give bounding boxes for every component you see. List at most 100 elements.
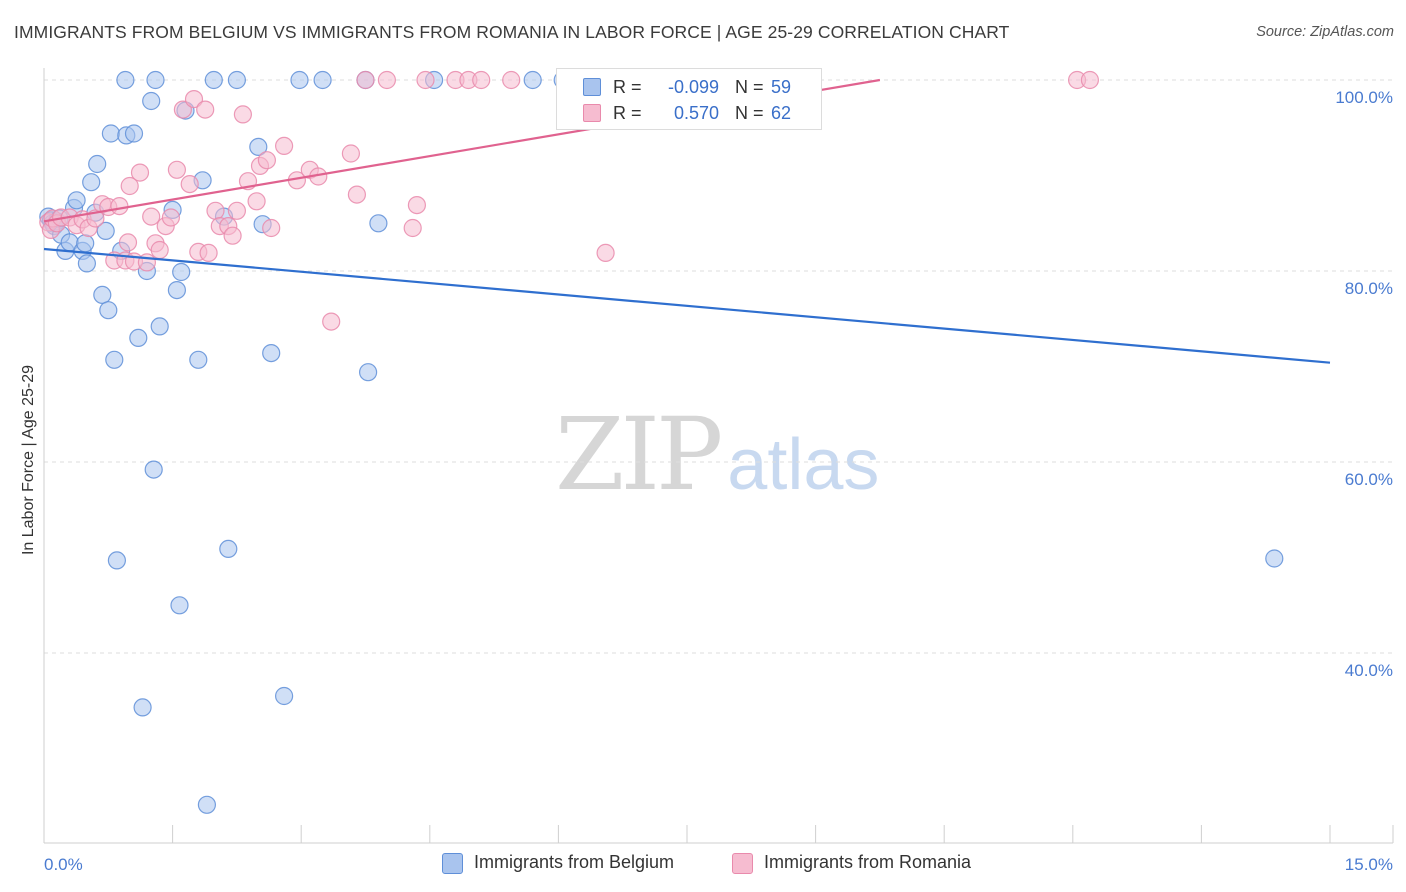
zipatlas-watermark: ZIP atlas bbox=[555, 405, 879, 505]
romania-point bbox=[161, 208, 180, 227]
belgium-point bbox=[124, 124, 144, 143]
romania-point bbox=[167, 160, 186, 179]
n-label: N = bbox=[735, 102, 764, 123]
n-label: N = bbox=[735, 76, 764, 97]
x-tick-label-min: 0.0% bbox=[44, 855, 83, 874]
belgium-point bbox=[523, 70, 542, 90]
romania-point bbox=[502, 70, 521, 90]
belgium-point bbox=[133, 698, 152, 717]
belgium-point bbox=[219, 539, 238, 559]
legend-label-belgium: Immigrants from Belgium bbox=[474, 852, 675, 872]
romania-point bbox=[150, 240, 169, 260]
romania-point bbox=[341, 144, 360, 163]
romania-point bbox=[184, 89, 204, 109]
belgium-point bbox=[76, 234, 95, 253]
belgium-point bbox=[189, 350, 208, 369]
chart-title: IMMIGRANTS FROM BELGIUM VS IMMIGRANTS FR… bbox=[14, 22, 1010, 42]
belgium-point bbox=[144, 460, 163, 479]
n-value: 59 bbox=[771, 76, 792, 97]
romania-swatch bbox=[732, 853, 753, 874]
y-tick-label: 60.0% bbox=[1345, 470, 1393, 489]
romania-point bbox=[403, 218, 422, 238]
romania-point bbox=[416, 70, 435, 90]
belgium-point bbox=[77, 254, 97, 273]
romania-point bbox=[118, 233, 138, 252]
romania-point bbox=[356, 70, 375, 90]
romania-point bbox=[142, 207, 161, 226]
belgium-point bbox=[290, 70, 309, 90]
source-prefix: Source: bbox=[1256, 24, 1311, 40]
romania-point bbox=[247, 192, 266, 211]
watermark-atlas: atlas bbox=[727, 425, 880, 505]
legend-label-romania: Immigrants from Romania bbox=[764, 852, 972, 872]
romania-point bbox=[120, 176, 139, 196]
romania-point bbox=[173, 100, 192, 119]
belgium-point bbox=[93, 285, 112, 304]
belgium-point bbox=[170, 596, 189, 615]
romania-point bbox=[257, 151, 276, 170]
source-credit: Source: ZipAtlas.com bbox=[1256, 24, 1394, 40]
romania-point bbox=[233, 105, 252, 124]
romania-point bbox=[130, 163, 150, 182]
romania-point bbox=[110, 197, 129, 216]
romania-point bbox=[407, 196, 426, 215]
belgium-point bbox=[1265, 549, 1284, 568]
romania-point bbox=[262, 218, 281, 238]
belgium-point bbox=[146, 70, 165, 90]
source-link[interactable]: ZipAtlas.com bbox=[1310, 24, 1394, 40]
r-label: R = bbox=[613, 76, 642, 97]
romania-swatch bbox=[583, 104, 601, 122]
stats-legend: R = -0.099 N = 59 R = 0.570 N = 62 bbox=[556, 68, 822, 130]
belgium-point bbox=[129, 328, 148, 347]
belgium-point bbox=[116, 70, 135, 90]
romania-point bbox=[596, 243, 615, 262]
belgium-point bbox=[369, 214, 388, 233]
belgium-point bbox=[105, 350, 124, 369]
belgium-point bbox=[101, 124, 121, 143]
romania-point bbox=[472, 70, 491, 90]
r-value: -0.099 bbox=[667, 76, 719, 97]
belgium-point bbox=[313, 70, 332, 90]
belgium-point bbox=[262, 344, 281, 363]
romania-point bbox=[199, 243, 218, 262]
y-axis-label: In Labor Force | Age 25-29 bbox=[20, 364, 37, 556]
belgium-point bbox=[197, 795, 216, 814]
belgium-point bbox=[67, 191, 86, 210]
r-label: R = bbox=[613, 102, 642, 123]
watermark-zip: ZIP bbox=[555, 396, 723, 513]
y-tick-label: 80.0% bbox=[1345, 279, 1393, 298]
belgium-point bbox=[107, 551, 127, 570]
belgium-point bbox=[359, 363, 378, 382]
romania-point bbox=[223, 226, 242, 245]
romania-point bbox=[275, 136, 294, 155]
belgium-swatch bbox=[442, 853, 463, 874]
belgium-point bbox=[249, 137, 268, 156]
romania-point bbox=[377, 70, 396, 90]
romania-point bbox=[196, 100, 215, 119]
belgium-point bbox=[172, 262, 191, 282]
belgium-point bbox=[99, 301, 118, 320]
x-tick-label-max: 15.0% bbox=[1345, 855, 1393, 874]
romania-point bbox=[227, 201, 246, 220]
belgium-swatch bbox=[583, 78, 601, 96]
romania-point bbox=[1080, 70, 1100, 90]
y-tick-label: 40.0% bbox=[1345, 661, 1393, 680]
belgium-trend-line bbox=[43, 247, 1331, 364]
belgium-point bbox=[227, 70, 246, 90]
y-tick-label: 100.0% bbox=[1335, 88, 1393, 107]
belgium-point bbox=[150, 317, 169, 336]
belgium-point bbox=[167, 281, 186, 300]
belgium-point bbox=[88, 154, 107, 174]
belgium-point bbox=[204, 70, 223, 90]
romania-point bbox=[322, 312, 341, 331]
n-value: 62 bbox=[771, 102, 792, 123]
belgium-point bbox=[82, 173, 101, 192]
belgium-point bbox=[275, 686, 294, 706]
belgium-point bbox=[142, 91, 161, 111]
romania-point bbox=[206, 201, 225, 220]
romania-point bbox=[180, 175, 199, 194]
romania-point bbox=[137, 253, 156, 272]
r-value: 0.570 bbox=[673, 102, 719, 123]
romania-point bbox=[347, 185, 366, 204]
